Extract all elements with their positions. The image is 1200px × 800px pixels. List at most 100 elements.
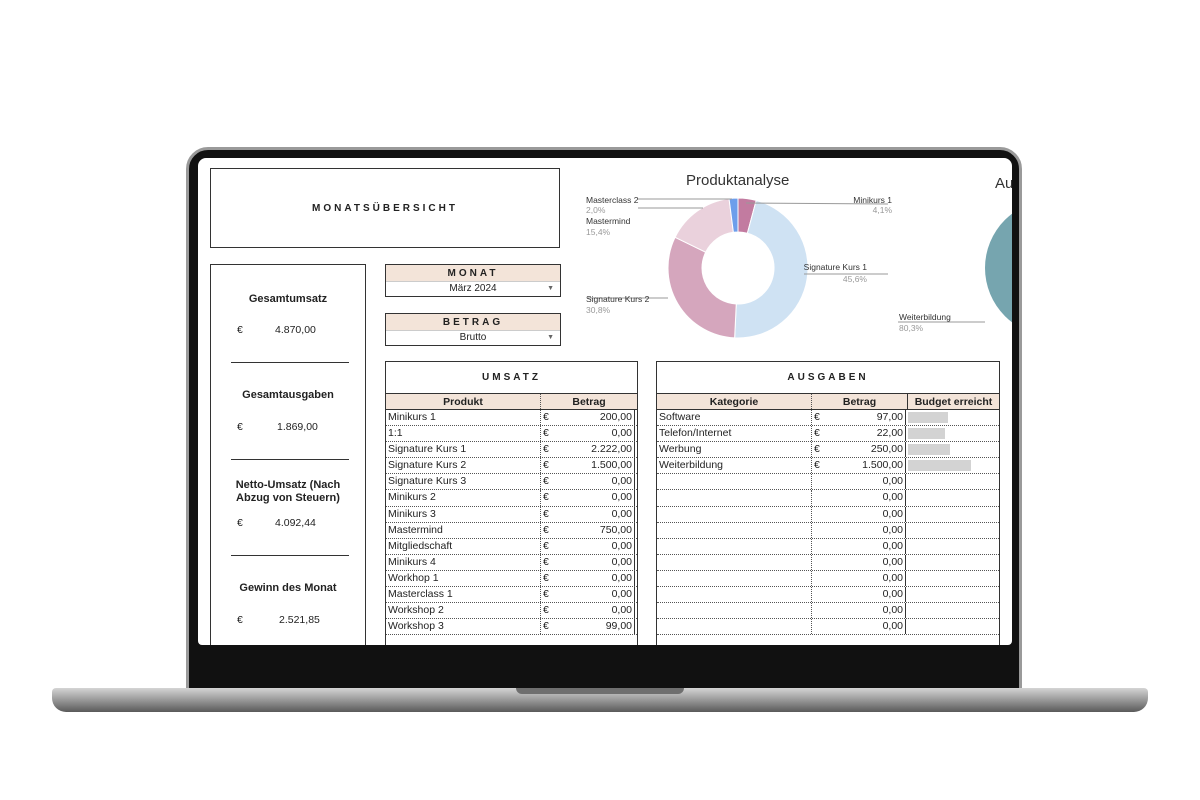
table-row[interactable]: 0,00 (657, 538, 999, 555)
cell-category[interactable] (657, 587, 812, 603)
amount-selector[interactable]: BETRAG Brutto ▼ (385, 313, 561, 346)
table-row[interactable]: 0,00 (657, 570, 999, 588)
cell-amount[interactable]: 0,00 (553, 490, 635, 506)
cell-product[interactable]: Masterclass 1 (386, 587, 541, 603)
cell-amount[interactable]: 99,00 (553, 619, 635, 635)
cell-currency[interactable]: € (543, 459, 549, 472)
cell-amount[interactable]: 0,00 (824, 603, 906, 619)
table-row[interactable]: Werbung €250,00 (657, 442, 999, 459)
month-selector[interactable]: MONAT März 2024 ▼ (385, 264, 561, 297)
cell-currency[interactable]: € (543, 588, 549, 601)
cell-amount[interactable]: 0,00 (824, 522, 906, 538)
cell-currency[interactable]: € (543, 620, 549, 633)
cell-amount[interactable]: 0,00 (553, 587, 635, 603)
cell-currency[interactable] (812, 555, 824, 570)
cell-category[interactable] (657, 603, 812, 619)
cell-currency[interactable]: € (543, 475, 549, 488)
table-row[interactable]: 0,00 (657, 490, 999, 507)
cell-currency[interactable] (812, 507, 824, 522)
cell-amount[interactable]: 750,00 (553, 522, 635, 538)
cell-currency[interactable]: € (543, 491, 549, 504)
cell-category[interactable] (657, 474, 812, 490)
cell-currency[interactable]: € (814, 427, 820, 440)
cell-product[interactable]: Minikurs 3 (386, 506, 541, 522)
cell-currency[interactable]: € (543, 539, 549, 552)
table-row[interactable]: Signature Kurs 1 €2.222,00 (386, 442, 637, 459)
table-row[interactable]: 0,00 (657, 522, 999, 539)
cell-product[interactable]: Mitgliedschaft (386, 538, 541, 554)
cell-currency[interactable] (812, 490, 824, 505)
cell-category[interactable] (657, 538, 812, 554)
cell-amount[interactable]: 0,00 (553, 554, 635, 570)
table-row[interactable]: Telefon/Internet €22,00 (657, 426, 999, 443)
cell-product[interactable]: Signature Kurs 2 (386, 458, 541, 474)
cell-amount[interactable]: 200,00 (553, 410, 635, 426)
cell-currency[interactable]: € (543, 571, 549, 584)
table-row[interactable]: 0,00 (657, 603, 999, 620)
cell-category[interactable]: Telefon/Internet (657, 426, 812, 442)
cell-amount[interactable]: 0,00 (553, 426, 635, 442)
cell-category[interactable]: Werbung (657, 442, 812, 458)
cell-currency[interactable]: € (814, 459, 820, 472)
table-row[interactable]: Minikurs 2 €0,00 (386, 490, 637, 507)
cell-currency[interactable]: € (814, 443, 820, 456)
cell-amount[interactable]: 22,00 (824, 426, 906, 442)
cell-product[interactable]: Minikurs 4 (386, 554, 541, 570)
cell-currency[interactable] (812, 587, 824, 602)
cell-currency[interactable] (812, 539, 824, 554)
amount-dropdown[interactable]: Brutto ▼ (386, 331, 560, 345)
cell-amount[interactable]: 2.222,00 (553, 442, 635, 458)
table-row[interactable]: 0,00 (657, 474, 999, 491)
cell-amount[interactable]: 0,00 (824, 554, 906, 570)
cell-category[interactable] (657, 490, 812, 506)
table-row[interactable]: Workshop 3 €99,00 (386, 619, 637, 636)
cell-category[interactable] (657, 570, 812, 587)
cell-currency[interactable]: € (543, 443, 549, 456)
table-row[interactable]: Signature Kurs 2 €1.500,00 (386, 458, 637, 475)
table-row[interactable]: 0,00 (657, 506, 999, 523)
cell-amount[interactable]: 0,00 (824, 538, 906, 554)
cell-product[interactable]: Mastermind (386, 522, 541, 538)
cell-amount[interactable]: 0,00 (824, 587, 906, 603)
cell-amount[interactable]: 250,00 (824, 442, 906, 458)
table-row[interactable]: Workhop 1 €0,00 (386, 570, 637, 588)
table-row[interactable]: Minikurs 4 €0,00 (386, 554, 637, 571)
cell-category[interactable]: Weiterbildung (657, 458, 812, 474)
cell-currency[interactable] (812, 619, 824, 634)
cell-amount[interactable]: 1.500,00 (553, 458, 635, 474)
cell-product[interactable]: 1:1 (386, 426, 541, 442)
table-row[interactable]: Software €97,00 (657, 410, 999, 427)
cell-amount[interactable]: 0,00 (553, 603, 635, 619)
cell-amount[interactable]: 0,00 (824, 490, 906, 506)
cell-category[interactable] (657, 522, 812, 538)
table-row[interactable]: Minikurs 1 €200,00 (386, 410, 637, 427)
cell-product[interactable]: Minikurs 2 (386, 490, 541, 506)
cell-currency[interactable]: € (543, 604, 549, 617)
cell-amount[interactable]: 0,00 (553, 506, 635, 522)
cell-currency[interactable]: € (543, 523, 549, 536)
cell-amount[interactable]: 97,00 (824, 410, 906, 426)
cell-amount[interactable]: 0,00 (553, 538, 635, 554)
cell-category[interactable] (657, 619, 812, 635)
cell-product[interactable]: Minikurs 1 (386, 410, 541, 426)
cell-category[interactable] (657, 554, 812, 570)
table-row[interactable]: Mastermind €750,00 (386, 522, 637, 539)
table-row[interactable]: Signature Kurs 3 €0,00 (386, 474, 637, 491)
dropdown-arrow-icon[interactable]: ▼ (547, 334, 554, 341)
cell-amount[interactable]: 1.500,00 (824, 458, 906, 474)
cell-category[interactable]: Software (657, 410, 812, 426)
cell-currency[interactable] (812, 474, 824, 489)
cell-product[interactable]: Workshop 3 (386, 619, 541, 635)
cell-currency[interactable]: € (543, 411, 549, 423)
cell-currency[interactable]: € (543, 427, 549, 440)
cell-product[interactable]: Signature Kurs 1 (386, 442, 541, 458)
cell-currency[interactable] (812, 603, 824, 618)
cell-currency[interactable]: € (814, 411, 820, 423)
cell-category[interactable] (657, 506, 812, 522)
cell-amount[interactable]: 0,00 (824, 506, 906, 522)
table-row[interactable]: 1:1 €0,00 (386, 426, 637, 443)
table-row[interactable]: 0,00 (657, 619, 999, 636)
table-row[interactable]: 0,00 (657, 554, 999, 571)
cell-amount[interactable]: 0,00 (553, 570, 635, 587)
table-row[interactable]: Workshop 2 €0,00 (386, 603, 637, 620)
